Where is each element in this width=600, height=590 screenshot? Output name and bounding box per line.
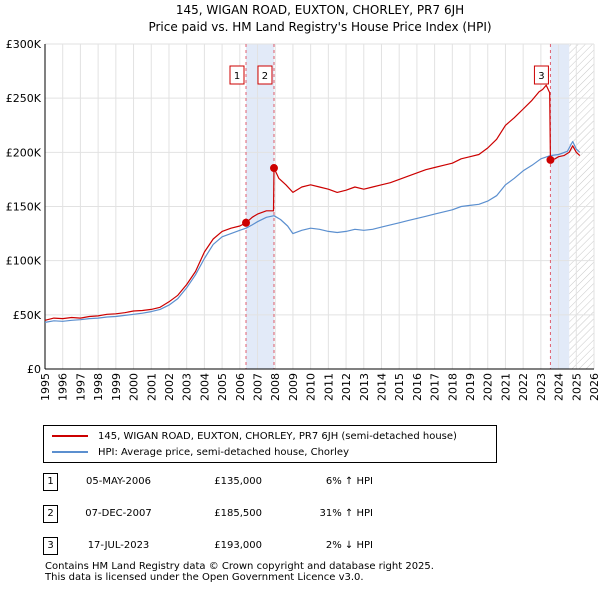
x-tick-label: 2022: [517, 373, 530, 401]
y-tick-label: £50K: [13, 309, 42, 322]
y-tick-label: £100K: [6, 255, 42, 268]
x-tick-label: 2019: [464, 373, 477, 401]
x-tick-label: 2001: [145, 373, 158, 401]
x-tick-label: 2011: [322, 373, 335, 401]
x-tick-label: 2006: [234, 373, 247, 401]
transaction-hpi-change: 6% ↑ HPI: [325, 476, 373, 487]
transaction-price: £185,500: [214, 508, 262, 519]
x-tick-label: 2016: [411, 373, 424, 401]
transaction-price: £135,000: [214, 476, 262, 487]
transaction-hpi-change: 31% ↑ HPI: [319, 508, 373, 519]
y-tick-label: £150K: [6, 201, 42, 214]
sale-point-1: [242, 218, 251, 227]
x-tick-label: 2025: [570, 373, 583, 401]
marker-label-box-2: [257, 65, 273, 85]
x-tick-label: 1995: [39, 373, 52, 401]
marker-label-box-3: [533, 65, 549, 85]
x-tick-label: 2007: [252, 373, 265, 401]
chart-subtitle: Price paid vs. HM Land Registry's House …: [148, 20, 491, 34]
x-tick-label: 2013: [358, 373, 371, 401]
plot-area: £0 £50K £100K £150K £200K £250K £300K 1995 1996 1…: [6, 38, 600, 401]
y-tick-label: £250K: [6, 92, 42, 105]
legend-label-hpi: HPI: Average price, semi-detached house,…: [98, 447, 350, 458]
footer-licence: This data is licensed under the Open Gov…: [45, 572, 364, 583]
x-tick-label: 2000: [128, 373, 141, 401]
x-tick-label: 2026: [588, 373, 600, 401]
transaction-date: 05-MAY-2006: [85, 476, 151, 487]
x-tick-label: 1999: [110, 373, 123, 401]
hpi-line: [44, 140, 581, 323]
x-tick-label: 2008: [269, 373, 282, 401]
footer: Contains HM Land Registry data © Crown c…: [45, 561, 434, 583]
transaction-date: 17-JUL-2023: [87, 540, 150, 551]
y-tick-label: £300K: [6, 38, 42, 51]
transaction-date: 07-DEC-2007: [85, 508, 152, 519]
legend: 145, WIGAN ROAD, EUXTON, CHORLEY, PR7 6J…: [43, 425, 497, 463]
sale-point-3: [546, 155, 555, 164]
footer-copyright: Contains HM Land Registry data © Crown c…: [45, 561, 434, 572]
x-tick-label: 2015: [393, 373, 406, 401]
marker-label-box-1: [229, 65, 245, 85]
x-tick-label: 2017: [429, 373, 442, 401]
marker-label-2: 2: [262, 71, 268, 82]
sale-point-2: [269, 164, 278, 173]
legend-item-property: 145, WIGAN ROAD, EUXTON, CHORLEY, PR7 6J…: [52, 431, 457, 443]
chart-title: 145, WIGAN ROAD, EUXTON, CHORLEY, PR7 6J…: [176, 3, 464, 17]
x-tick-label: 2018: [446, 373, 459, 401]
legend-swatch-property: [52, 435, 88, 437]
legend-label-property: 145, WIGAN ROAD, EUXTON, CHORLEY, PR7 6J…: [98, 431, 457, 442]
x-tick-label: 2021: [499, 373, 512, 401]
transaction-number-badge: 1: [43, 473, 58, 491]
y-tick-label: £200K: [6, 146, 42, 159]
legend-swatch-hpi: [52, 451, 88, 453]
price-chart: 145, WIGAN ROAD, EUXTON, CHORLEY, PR7 6J…: [6, 3, 600, 401]
x-tick-label: 2014: [375, 373, 388, 401]
x-tick-label: 2012: [340, 373, 353, 401]
marker-label-3: 3: [538, 71, 544, 82]
marker-label-1: 1: [234, 71, 240, 82]
transaction-row: 2 07-DEC-2007 £185,500 31% ↑ HPI: [43, 505, 443, 523]
transaction-row: 3 17-JUL-2023 £193,000 2% ↓ HPI: [43, 537, 443, 555]
x-tick-label: 2005: [216, 373, 229, 401]
x-tick-label: 1997: [74, 373, 87, 401]
x-tick-label: 2023: [535, 373, 548, 401]
x-tick-label: 2004: [198, 373, 211, 401]
y-tick-label: £0: [27, 363, 41, 376]
transaction-hpi-change: 2% ↓ HPI: [325, 540, 373, 551]
transaction-price: £193,000: [214, 540, 262, 551]
legend-item-hpi: HPI: Average price, semi-detached house,…: [52, 447, 349, 459]
x-tick-label: 2002: [163, 373, 176, 401]
transaction-number-badge: 2: [43, 505, 58, 523]
x-tick-label: 1998: [92, 373, 105, 401]
transaction-number-badge: 3: [43, 537, 58, 555]
x-tick-label: 2020: [482, 373, 495, 401]
property-price-line: [44, 84, 581, 321]
x-tick-label: 2009: [287, 373, 300, 401]
transaction-row: 1 05-MAY-2006 £135,000 6% ↑ HPI: [43, 473, 443, 491]
x-tick-label: 2024: [553, 373, 566, 401]
x-tick-label: 2003: [181, 373, 194, 401]
x-tick-label: 1996: [57, 373, 70, 401]
x-tick-label: 2010: [305, 373, 318, 401]
